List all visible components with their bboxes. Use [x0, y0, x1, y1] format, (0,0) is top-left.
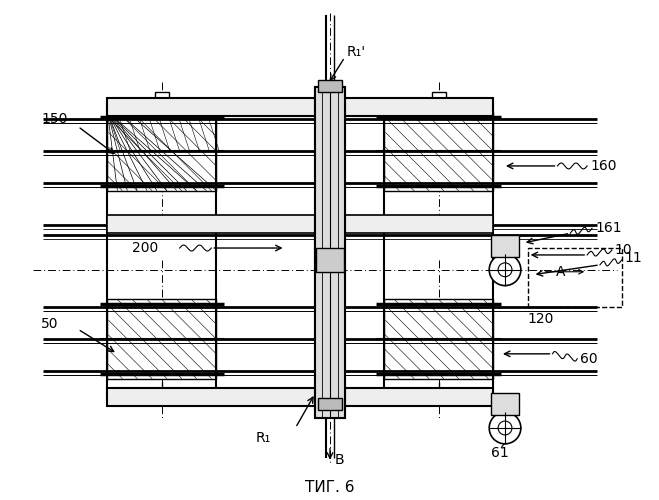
Bar [318, 398, 342, 410]
Bar [155, 92, 169, 100]
Circle shape [489, 254, 521, 286]
Bar [107, 300, 216, 378]
Text: 160: 160 [590, 159, 617, 173]
Text: R₁': R₁' [347, 45, 366, 59]
Text: 150: 150 [42, 112, 68, 126]
Text: 161: 161 [595, 221, 621, 235]
Text: 50: 50 [42, 317, 59, 331]
Bar [432, 390, 445, 398]
Text: 11: 11 [625, 251, 643, 265]
Bar [315, 87, 345, 418]
Text: B: B [335, 452, 345, 466]
Bar [528, 248, 621, 308]
Bar [107, 98, 493, 116]
Text: R₁: R₁ [256, 431, 271, 445]
Text: 200: 200 [132, 241, 158, 255]
Bar [384, 112, 493, 190]
Bar [316, 248, 344, 272]
Text: 61: 61 [491, 446, 509, 460]
Bar [491, 394, 519, 415]
Circle shape [489, 412, 521, 444]
Bar [491, 235, 519, 257]
Bar [107, 388, 493, 406]
Bar [315, 87, 345, 418]
Text: 120: 120 [528, 312, 554, 326]
Bar [107, 112, 216, 190]
Bar [107, 216, 493, 233]
Bar [155, 390, 169, 398]
Text: 60: 60 [580, 352, 598, 366]
Bar [318, 80, 342, 92]
Text: 10: 10 [615, 243, 633, 257]
Text: ΤИГ. 6: ΤИГ. 6 [305, 480, 355, 495]
Text: A: A [556, 265, 565, 279]
Bar [432, 92, 445, 100]
Bar [384, 300, 493, 378]
